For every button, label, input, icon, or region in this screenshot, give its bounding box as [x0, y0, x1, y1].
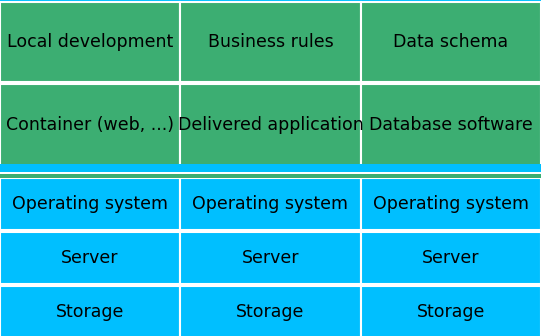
Bar	[361, 232, 541, 284]
Text: Container (web, ...): Container (web, ...)	[6, 116, 174, 134]
Text: Storage: Storage	[56, 303, 124, 321]
Text: Data schema: Data schema	[393, 33, 509, 51]
Bar	[361, 178, 541, 230]
Bar	[180, 178, 361, 230]
Bar	[0, 178, 180, 230]
Text: Server: Server	[242, 249, 299, 267]
Text: Storage: Storage	[236, 303, 305, 321]
Bar	[0, 232, 180, 284]
Text: Storage: Storage	[417, 303, 485, 321]
Bar	[180, 2, 361, 82]
Text: Local development: Local development	[7, 33, 173, 51]
Bar	[0, 2, 180, 82]
Text: Operating system: Operating system	[193, 195, 348, 213]
Bar	[0, 84, 180, 166]
Bar	[180, 286, 361, 336]
Bar	[180, 232, 361, 284]
Text: Delivered application: Delivered application	[177, 116, 364, 134]
Bar	[361, 84, 541, 166]
Bar	[0, 164, 541, 178]
Text: Database software: Database software	[369, 116, 533, 134]
Text: Server: Server	[61, 249, 119, 267]
Bar	[0, 172, 541, 174]
Bar	[0, 174, 541, 178]
Bar	[0, 286, 180, 336]
Bar	[361, 2, 541, 82]
Text: Operating system: Operating system	[12, 195, 168, 213]
Text: Business rules: Business rules	[208, 33, 333, 51]
Text: Operating system: Operating system	[373, 195, 529, 213]
Bar	[180, 84, 361, 166]
Text: Server: Server	[422, 249, 480, 267]
Bar	[361, 286, 541, 336]
